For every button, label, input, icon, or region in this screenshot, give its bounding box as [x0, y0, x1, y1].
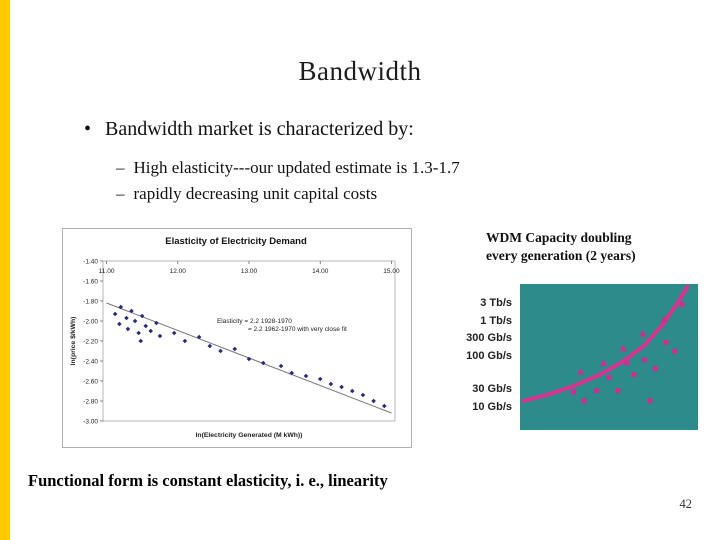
- svg-text:-1.40: -1.40: [83, 258, 98, 265]
- square-markers: [570, 301, 685, 404]
- chart-title: Elasticity of Electricity Demand: [165, 236, 307, 247]
- wdm-chart: [520, 284, 698, 430]
- footer-statement: Functional form is constant elasticity, …: [28, 471, 388, 490]
- sub-bullet-elasticity: – High elasticity---our updated estimate …: [116, 158, 460, 178]
- chart-background: [520, 284, 698, 430]
- elasticity-chart-svg: Elasticity of Electricity Demand-1.40-1.…: [70, 236, 400, 439]
- elasticity-chart: Elasticity of Electricity Demand -1.40 -1.…: [62, 228, 412, 448]
- chart-annotation: Elasticity = 2.2 1928-1970= 2.2 1962-197…: [217, 318, 347, 333]
- svg-text:= 2.2 1962-1970 with very clos: = 2.2 1962-1970 with very close fit: [248, 326, 347, 333]
- axis-ticks: -1.40 -1.60 -1.80 -2.00 -2.20 -2.40 -2.60 -2.80…: [83, 258, 400, 425]
- svg-text:-1.80: -1.80: [83, 298, 98, 305]
- wdm-heading: WDM Capacity doubling every generation (…: [486, 230, 636, 263]
- sub-bullet-costs-text: rapidly decreasing unit capital costs: [133, 184, 378, 203]
- dash-icon: –: [116, 158, 125, 177]
- dash-icon: –: [116, 184, 125, 203]
- svg-text:-2.80: -2.80: [83, 398, 98, 405]
- rate-label: 300 Gb/s: [466, 332, 512, 344]
- wdm-chart-svg: [520, 284, 698, 430]
- capacity-rate-labels: 3 Tb/s 1 Tb/s 300 Gb/s 100 Gb/s 30 Gb/s …: [438, 295, 512, 416]
- svg-text:12.00: 12.00: [170, 268, 187, 275]
- page-number: 42: [679, 497, 693, 511]
- growth-curve: [521, 284, 690, 403]
- svg-text:-3.00: -3.00: [83, 418, 98, 425]
- bullet-main: • Bandwidth market is characterized by:: [84, 118, 414, 141]
- svg-text:15.00: 15.00: [383, 268, 400, 275]
- svg-text:13.00: 13.00: [241, 268, 258, 275]
- svg-text:11.00: 11.00: [99, 268, 115, 275]
- rate-label: 10 Gb/s: [472, 400, 512, 413]
- svg-text:-2.20: -2.20: [83, 338, 98, 345]
- sub-bullet-costs: – rapidly decreasing unit capital costs: [116, 184, 377, 204]
- y-axis-title: ln(price $/kWh): [70, 317, 77, 366]
- bullet-icon: •: [84, 118, 92, 140]
- svg-text:-2.60: -2.60: [83, 378, 98, 385]
- rate-label: 30 Gb/s: [472, 383, 512, 395]
- svg-text:-1.60: -1.60: [83, 278, 98, 285]
- rate-label: 1 Tb/s: [480, 314, 512, 327]
- svg-text:-2.00: -2.00: [83, 318, 98, 325]
- svg-text:Elasticity = 2.2 1928-1970: Elasticity = 2.2 1928-1970: [217, 318, 292, 325]
- left-accent-bar: [0, 0, 10, 540]
- svg-text:-2.40: -2.40: [83, 358, 98, 365]
- sub-bullet-elasticity-text: High elasticity---our updated estimate i…: [133, 158, 460, 177]
- svg-text:14.00: 14.00: [312, 268, 329, 275]
- rate-label: 100 Gb/s: [466, 349, 512, 362]
- x-axis-title: ln(Electricity Generated (M kWh)): [196, 432, 303, 439]
- slide-title: Bandwidth: [298, 56, 422, 86]
- bullet-main-text: Bandwidth market is characterized by:: [105, 118, 414, 140]
- triangle-markers: [577, 315, 668, 375]
- rate-label: 3 Tb/s: [480, 297, 512, 309]
